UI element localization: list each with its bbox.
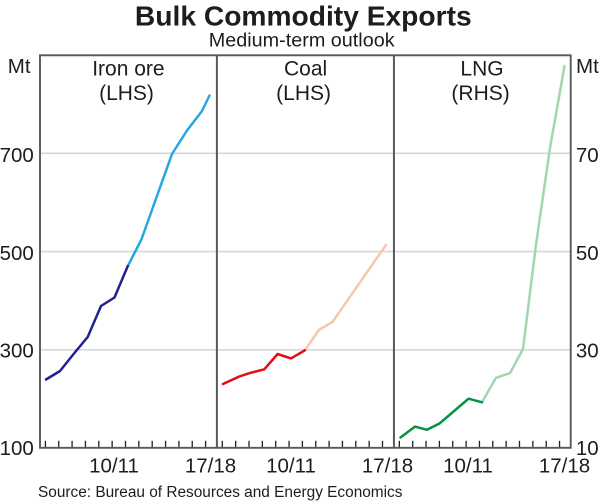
svg-text:17/18: 17/18 (362, 455, 413, 478)
svg-text:10/11: 10/11 (443, 455, 493, 478)
svg-text:50: 50 (576, 242, 599, 265)
svg-text:300: 300 (0, 340, 34, 363)
svg-text:Medium-term outlook: Medium-term outlook (209, 29, 395, 51)
svg-text:Iron ore: Iron ore (92, 58, 164, 81)
svg-text:30: 30 (576, 340, 599, 363)
svg-text:70: 70 (576, 144, 599, 167)
svg-text:10/11: 10/11 (266, 455, 316, 478)
svg-text:Mt: Mt (8, 55, 31, 78)
svg-text:LNG: LNG (460, 58, 503, 81)
svg-text:10/11: 10/11 (89, 455, 139, 478)
svg-text:Coal: Coal (284, 58, 327, 81)
svg-text:(RHS): (RHS) (451, 82, 509, 105)
svg-text:Bulk Commodity Exports: Bulk Commodity Exports (135, 0, 472, 31)
svg-text:700: 700 (0, 144, 34, 167)
svg-text:Source: Bureau of Resources an: Source: Bureau of Resources and Energy E… (38, 484, 403, 501)
svg-text:17/18: 17/18 (185, 455, 236, 478)
svg-text:(LHS): (LHS) (99, 82, 154, 105)
svg-text:Mt: Mt (576, 55, 599, 78)
svg-text:(LHS): (LHS) (276, 82, 331, 105)
svg-text:10: 10 (576, 437, 599, 460)
svg-text:500: 500 (0, 242, 34, 265)
svg-text:17/18: 17/18 (539, 455, 590, 478)
svg-text:100: 100 (0, 437, 34, 460)
